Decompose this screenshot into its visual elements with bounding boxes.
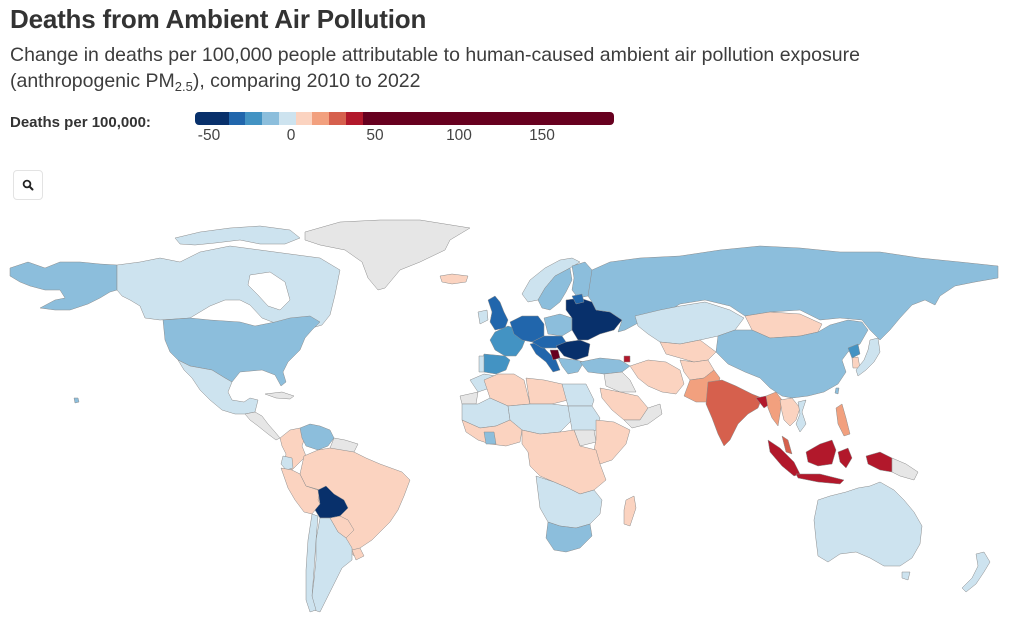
legend-tick-label: 0 (286, 127, 296, 144)
region-ireland[interactable] (477, 309, 489, 325)
region-spain[interactable] (481, 353, 511, 375)
legend-bin (245, 112, 263, 125)
legend-color-scale (195, 112, 614, 125)
region-caribbean[interactable] (264, 391, 295, 400)
subtitle-line-1: Change in deaths per 100,000 people attr… (10, 44, 860, 66)
region-canada-arctic[interactable] (174, 225, 301, 246)
subtitle-line-2-prefix: (anthropogenic PM (10, 70, 175, 92)
region-hawaii[interactable] (73, 397, 80, 404)
legend-bin (278, 112, 296, 125)
region-philippines[interactable] (835, 403, 851, 437)
region-uruguay[interactable] (351, 547, 365, 561)
region-greenland[interactable] (304, 219, 471, 291)
search-icon (22, 179, 34, 191)
region-taiwan[interactable] (834, 387, 840, 395)
region-north-korea[interactable] (847, 343, 861, 359)
region-central-asia[interactable] (659, 339, 717, 363)
region-hudson-bay (247, 271, 291, 311)
region-poland[interactable] (543, 313, 573, 337)
legend-tick-label: 100 (446, 127, 472, 144)
legend-bin (295, 112, 313, 125)
chart-subtitle: Change in deaths per 100,000 people attr… (10, 42, 1020, 100)
region-uk[interactable] (487, 295, 509, 331)
region-java[interactable] (795, 473, 845, 485)
legend-title: Deaths per 100,000: (10, 114, 151, 131)
region-sumatra[interactable] (767, 439, 801, 477)
region-usa[interactable] (162, 315, 321, 387)
region-myanmar[interactable] (765, 391, 783, 427)
legend-tick-label: 150 (529, 127, 555, 144)
region-south-africa[interactable] (545, 521, 593, 553)
region-hungary-romania[interactable] (555, 339, 591, 361)
legend-bin (262, 112, 279, 125)
region-egypt[interactable] (561, 383, 595, 407)
subtitle-line-2-suffix: ), comparing 2010 to 2022 (192, 70, 421, 92)
region-turkey[interactable] (579, 357, 631, 375)
region-libya[interactable] (525, 377, 569, 405)
zoom-button[interactable] (13, 170, 43, 200)
region-central-america[interactable] (244, 411, 281, 441)
region-saudi-arabia[interactable] (599, 387, 649, 421)
chart-title: Deaths from Ambient Air Pollution (10, 4, 427, 34)
region-china[interactable] (715, 319, 869, 399)
region-venezuela[interactable] (299, 423, 335, 451)
region-portugal[interactable] (478, 355, 485, 373)
legend-bin (345, 112, 363, 125)
region-cote-divoire[interactable] (483, 431, 497, 445)
region-chile[interactable] (305, 513, 319, 613)
region-iran[interactable] (629, 359, 685, 395)
subtitle-subscript: 2.5 (174, 79, 193, 94)
legend-bin (312, 112, 330, 125)
legend-ticks: -50 0 50 100 150 (0, 127, 1024, 147)
legend-bin (362, 112, 614, 125)
region-southern-africa[interactable] (535, 475, 603, 529)
legend-tick-label: 50 (366, 127, 384, 144)
region-ecuador[interactable] (280, 455, 294, 471)
region-balkans[interactable] (557, 357, 585, 375)
legend-bin (329, 112, 346, 125)
legend-tick-label: -50 (197, 127, 221, 144)
region-sulawesi-papua[interactable] (837, 447, 893, 473)
region-levant-iraq[interactable] (603, 371, 637, 393)
legend-bin (228, 112, 246, 125)
region-madagascar[interactable] (623, 495, 637, 527)
region-thailand-laos[interactable] (779, 397, 801, 427)
region-horn-of-africa[interactable] (593, 419, 631, 465)
region-argentina[interactable] (311, 517, 353, 613)
legend-bin (195, 112, 229, 125)
world-map[interactable] (0, 205, 1024, 619)
region-iceland[interactable] (439, 273, 469, 285)
region-sweden[interactable] (537, 267, 573, 311)
region-tasmania[interactable] (901, 571, 911, 581)
region-armenia[interactable] (623, 355, 631, 363)
region-yemen-oman[interactable] (623, 403, 663, 429)
region-alaska[interactable] (9, 261, 118, 311)
region-australia[interactable] (813, 481, 923, 567)
region-mexico[interactable] (177, 359, 259, 415)
region-baltics[interactable] (571, 293, 585, 305)
region-papua-new-guinea[interactable] (891, 457, 919, 481)
region-vietnam[interactable] (795, 399, 807, 433)
region-brazil[interactable] (299, 447, 411, 557)
region-borneo[interactable] (805, 439, 837, 467)
region-malaysia[interactable] (781, 435, 793, 455)
region-japan[interactable] (855, 337, 881, 377)
region-india[interactable] (705, 379, 763, 447)
region-western-sahara[interactable] (459, 391, 479, 405)
region-new-zealand[interactable] (961, 551, 991, 593)
